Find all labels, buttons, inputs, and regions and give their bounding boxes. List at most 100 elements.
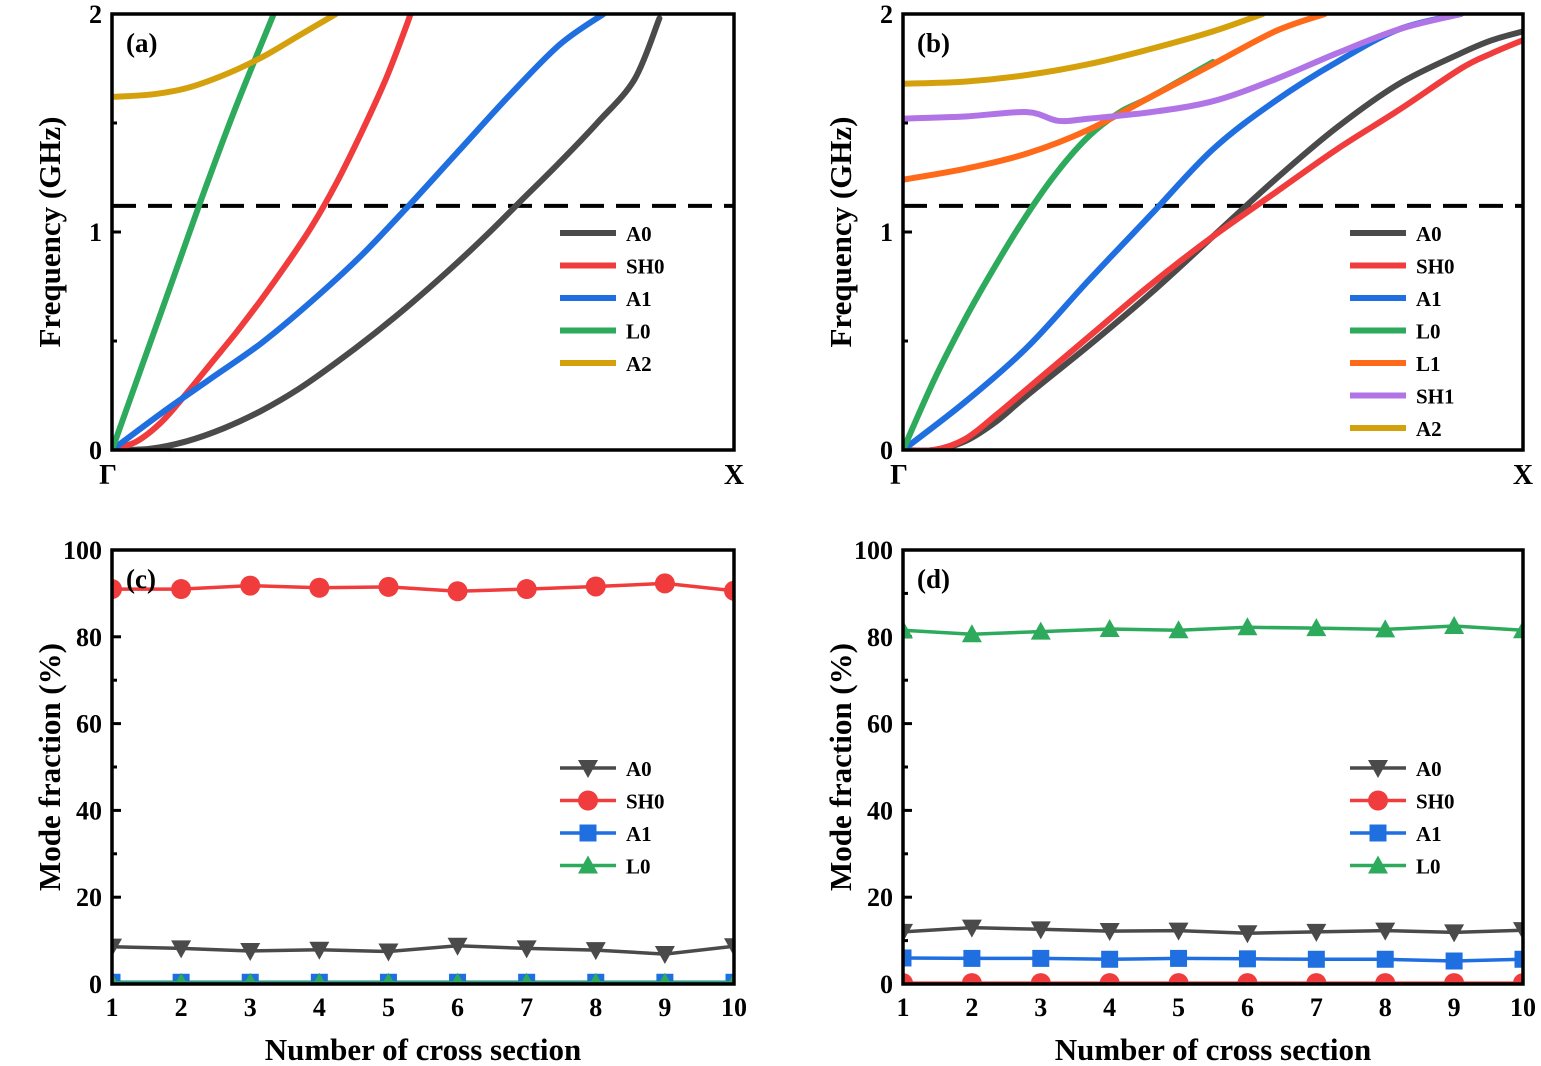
data-point-a1 [1238, 950, 1256, 968]
series-line-sh0 [112, 581, 734, 593]
data-point-l0 [1444, 615, 1465, 634]
series-line-a1 [903, 956, 1523, 963]
y-tick-label: 80 [867, 623, 893, 652]
plot-frame [901, 548, 1525, 986]
legend-label-a2: A2 [1416, 417, 1442, 441]
y-tick-label: 100 [63, 536, 102, 565]
data-point-l0 [1375, 619, 1396, 638]
series-line-a0 [903, 925, 1523, 935]
legend-marker-sh0 [578, 790, 598, 811]
y-tick-label: 60 [867, 710, 893, 739]
x-tick-label: 6 [451, 993, 464, 1022]
data-point-sh0 [654, 573, 675, 594]
y-tick-label: 1 [89, 218, 102, 247]
x-tick-label: 8 [589, 993, 602, 1022]
x-tick-label: 10 [721, 993, 747, 1022]
series-curve-a0 [112, 15, 663, 450]
data-point-a0 [654, 946, 675, 965]
data-point-a0 [961, 919, 982, 938]
legend-label-a0: A0 [626, 222, 652, 246]
y-axis-label: Frequency (GHz) [32, 116, 67, 347]
legend: A0 SH0 A1 L0 L1 SH1 A2 [1350, 222, 1455, 441]
y-tick-label: 20 [867, 883, 893, 912]
data-point-sh0 [240, 575, 261, 596]
x-tick-label-x: X [724, 460, 744, 491]
x-tick-label: 3 [1034, 993, 1047, 1022]
panel-label: (b) [917, 28, 950, 58]
y-tick-label: 20 [76, 883, 102, 912]
legend-label-l0: L0 [1416, 855, 1441, 879]
data-point-sh0 [1168, 973, 1189, 984]
x-tick-label: 1 [897, 993, 910, 1022]
data-point-l0 [520, 972, 533, 984]
legend-label-sh1: SH1 [1416, 385, 1455, 409]
data-point-a1 [1376, 950, 1394, 968]
data-point-l0 [903, 620, 913, 639]
data-point-a0 [1306, 923, 1327, 942]
legend-label-a0: A0 [626, 757, 652, 781]
x-tick-label-x: X [1513, 460, 1533, 491]
legend-marker-a1 [1369, 824, 1387, 842]
y-tick-label: 0 [880, 436, 893, 465]
panel-a: 0 1 2 Γ X Frequency (GHz) (a) A0 SH0 A1 L0 A2 [32, 0, 744, 491]
data-point-a0 [1444, 924, 1465, 943]
data-point-l0 [1168, 620, 1189, 639]
y-tick-label: 2 [89, 0, 102, 29]
data-point-a1 [903, 949, 912, 967]
legend-marker-a0 [1368, 760, 1388, 778]
y-axis-label: Mode fraction (%) [823, 643, 858, 891]
x-tick-label: 8 [1379, 993, 1392, 1022]
legend-label-a2: A2 [626, 352, 652, 376]
data-point-a1 [1032, 949, 1050, 967]
data-point-sh0 [516, 579, 537, 600]
data-point-l0 [313, 972, 326, 984]
data-point-sh0 [171, 579, 192, 600]
legend-label-a1: A1 [1416, 287, 1442, 311]
panel-label: (a) [126, 28, 157, 58]
data-point-a0 [112, 938, 122, 957]
x-axis-label: Number of cross section [265, 1032, 582, 1066]
data-point-l0 [451, 972, 464, 984]
series-curve-sh0 [112, 14, 414, 450]
data-point-a0 [516, 940, 537, 959]
x-tick-label-gamma: Γ [890, 460, 908, 491]
panel-c: 0 20 40 60 80 100 1 2 3 4 5 6 7 8 9 10 Mode fraction (%)… [32, 536, 747, 1066]
x-tick-label: 9 [1448, 993, 1461, 1022]
x-tick-label: 5 [1172, 993, 1185, 1022]
data-point-sh0 [378, 576, 399, 597]
legend-label-l0: L0 [626, 320, 651, 344]
data-point-l0 [243, 972, 257, 984]
legend: A0 SH0 A1 L0 [560, 757, 665, 879]
x-tick-label: 10 [1510, 993, 1536, 1022]
data-point-sh0 [1030, 973, 1051, 984]
data-point-a0 [378, 943, 399, 962]
data-point-sh0 [1444, 973, 1465, 984]
y-tick-label: 1 [880, 218, 893, 247]
x-tick-label-gamma: Γ [99, 460, 117, 491]
legend-label-a0: A0 [1416, 222, 1442, 246]
legend-marker-a0 [578, 760, 598, 778]
data-point-a1 [963, 949, 981, 967]
x-tick-label: 2 [175, 993, 188, 1022]
y-tick-label: 2 [880, 0, 893, 29]
series-curve-a1 [903, 14, 1464, 450]
x-tick-label: 7 [1310, 993, 1323, 1022]
legend-label-l1: L1 [1416, 352, 1441, 376]
data-point-a0 [1168, 922, 1189, 941]
series-curve-sh0 [903, 37, 1523, 450]
data-point-a1 [112, 973, 121, 984]
data-point-a0 [1030, 921, 1051, 940]
y-axis-label: Mode fraction (%) [32, 643, 67, 891]
data-point-l0 [961, 624, 982, 643]
data-point-sh0 [1306, 973, 1327, 984]
data-point-a0 [585, 942, 606, 961]
legend: A0 SH0 A1 L0 A2 [560, 222, 665, 376]
y-tick-label: 0 [880, 970, 893, 999]
data-point-sh0 [309, 577, 330, 598]
series-line-a0 [112, 944, 734, 956]
y-tick-label: 60 [76, 710, 102, 739]
x-tick-label: 4 [1103, 993, 1116, 1022]
data-point-l0 [382, 972, 395, 984]
legend-marker-a1 [579, 824, 597, 842]
x-tick-label: 6 [1241, 993, 1254, 1022]
